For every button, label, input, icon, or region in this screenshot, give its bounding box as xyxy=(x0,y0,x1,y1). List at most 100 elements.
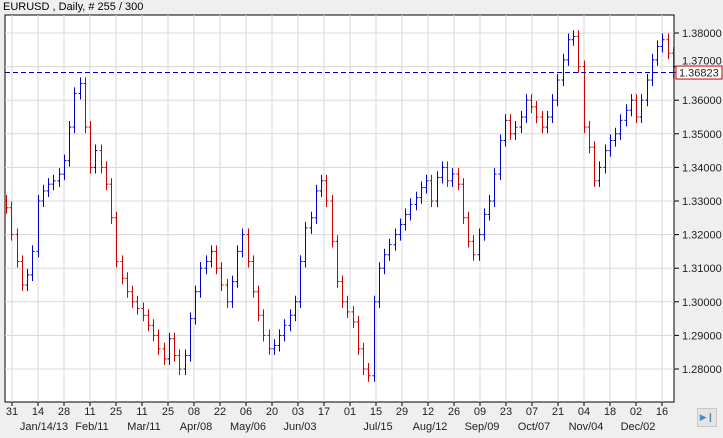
ohlc-bar xyxy=(30,245,35,281)
x-tick-label: 08 xyxy=(188,406,200,418)
ohlc-bar xyxy=(382,248,387,275)
ohlc-bar xyxy=(78,77,83,100)
y-tick-label: 1.36000 xyxy=(682,95,722,107)
x-tick-label: 11 xyxy=(84,406,95,418)
ohlc-bar xyxy=(587,121,592,154)
ohlc-bar xyxy=(230,275,235,308)
ohlc-bar xyxy=(309,211,314,234)
ohlc-bar xyxy=(288,309,293,332)
x-date-label: Jul/15 xyxy=(363,421,392,433)
ohlc-bar xyxy=(141,302,146,322)
ohlc-bar xyxy=(534,100,539,124)
y-tick-label: 1.37000 xyxy=(682,56,722,68)
x-tick-label: 28 xyxy=(58,406,70,418)
ohlc-bar xyxy=(330,194,335,248)
ohlc-bar xyxy=(482,208,487,241)
ohlc-bar xyxy=(592,141,597,187)
ohlc-bar xyxy=(225,278,230,308)
ohlc-bar xyxy=(261,309,266,342)
x-tick-label: 11 xyxy=(136,406,147,418)
ohlc-bar xyxy=(120,255,125,285)
ohlc-bar xyxy=(314,184,319,224)
ohlc-bar xyxy=(429,174,434,208)
ohlc-bar xyxy=(114,211,119,268)
ohlc-bar xyxy=(167,332,172,365)
ohlc-bar xyxy=(545,110,550,134)
x-tick-label: 20 xyxy=(266,406,278,418)
ohlc-bar xyxy=(576,30,581,73)
x-tick-label: 02 xyxy=(630,406,642,418)
price-bars xyxy=(4,30,676,382)
x-tick-label: 15 xyxy=(370,406,382,418)
ohlc-bar xyxy=(571,30,576,46)
ohlc-bar xyxy=(624,104,629,127)
x-date-label: Jun/03 xyxy=(283,421,316,433)
ohlc-bar xyxy=(561,53,566,87)
x-tick-label: 06 xyxy=(240,406,252,418)
x-date-label: Nov/04 xyxy=(569,421,604,433)
x-tick-label: 17 xyxy=(318,406,330,418)
ohlc-bar xyxy=(193,285,198,325)
ohlc-bar xyxy=(109,178,114,224)
ohlc-bar xyxy=(319,174,324,197)
x-date-label: Sep/09 xyxy=(465,421,500,433)
ohlc-bar xyxy=(377,262,382,308)
x-tick-label: 26 xyxy=(448,406,460,418)
x-date-label: May/06 xyxy=(230,421,266,433)
ohlc-bar xyxy=(550,94,555,124)
ohlc-bar xyxy=(492,168,497,208)
ohlc-bar xyxy=(650,53,655,87)
ohlc-bar xyxy=(566,33,571,66)
ohlc-bar xyxy=(387,238,392,261)
ohlc-bar xyxy=(639,94,644,124)
ohlc-bar xyxy=(540,110,545,134)
current-price-label: 1.36823 xyxy=(679,68,719,80)
ohlc-bar xyxy=(666,33,671,60)
plot-area xyxy=(4,14,675,403)
x-tick-label: 14 xyxy=(32,406,44,418)
ohlc-bar xyxy=(204,255,209,275)
ohlc-bar xyxy=(634,94,639,124)
ohlc-bar xyxy=(660,33,665,53)
ohlc-bar xyxy=(156,329,161,355)
x-date-label: Feb/11 xyxy=(75,421,108,433)
ohlc-bar xyxy=(146,309,151,332)
x-date-label: Mar/11 xyxy=(127,421,160,433)
ohlc-bar xyxy=(25,268,30,292)
y-axis: 1.38000 1.37000 1.36000 1.35000 1.34000 1.330… xyxy=(674,28,722,376)
scroll-to-end-button[interactable]: ▶❙ xyxy=(697,408,717,427)
ohlc-bar xyxy=(57,168,62,187)
ohlc-bar xyxy=(618,114,623,140)
x-date-label: Oct/07 xyxy=(518,421,550,433)
ohlc-bar xyxy=(177,349,182,376)
ohlc-bar xyxy=(655,40,660,66)
ohlc-bar xyxy=(324,174,329,208)
y-tick-label: 1.31000 xyxy=(682,263,722,275)
ohlc-bar xyxy=(366,362,371,382)
ohlc-bar xyxy=(345,295,350,318)
ohlc-bar xyxy=(440,161,445,184)
ohlc-bar xyxy=(487,194,492,221)
x-tick-label: 22 xyxy=(214,406,226,418)
ohlc-bar xyxy=(130,285,135,308)
ohlc-bar xyxy=(151,319,156,342)
skip-to-end-icon: ▶❙ xyxy=(699,412,715,422)
ohlc-bar xyxy=(125,272,130,298)
chart-title: EURUSD , Daily, # 255 / 300 xyxy=(3,1,144,13)
x-tick-label: 04 xyxy=(578,406,590,418)
ohlc-bar xyxy=(351,305,356,329)
ohlc-bar xyxy=(529,94,534,113)
ohlc-bar xyxy=(135,295,140,315)
ohlc-bar xyxy=(256,285,261,322)
ohlc-bar xyxy=(340,275,345,308)
y-tick-label: 1.29000 xyxy=(682,330,722,342)
ohlc-bar xyxy=(62,154,67,181)
ohlc-bar xyxy=(519,110,524,134)
ohlc-bar xyxy=(162,342,167,365)
ohlc-bar xyxy=(356,315,361,355)
x-tick-label: 16 xyxy=(656,406,668,418)
ohlc-bar xyxy=(36,194,41,258)
y-tick-label: 1.34000 xyxy=(682,162,722,174)
ohlc-bar xyxy=(198,262,203,298)
